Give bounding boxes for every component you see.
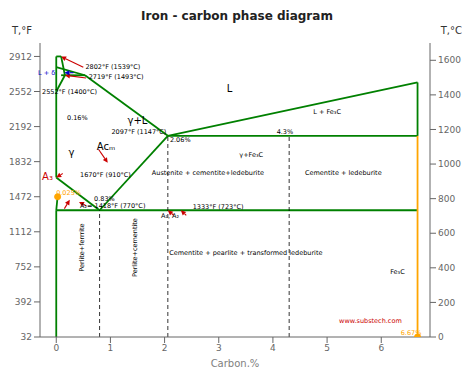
svg-text:L + Fe₃C: L + Fe₃C bbox=[313, 108, 341, 116]
svg-text:4.3%: 4.3% bbox=[277, 128, 294, 136]
svg-text:L + δ: L + δ bbox=[38, 69, 55, 77]
svg-text:Aᴄₘ: Aᴄₘ bbox=[97, 141, 116, 152]
svg-text:2719°F (1493°C): 2719°F (1493°C) bbox=[89, 73, 144, 81]
svg-text:2: 2 bbox=[162, 343, 168, 353]
svg-text:1112: 1112 bbox=[9, 227, 32, 237]
svg-text:1333°F (723°C): 1333°F (723°C) bbox=[193, 203, 244, 211]
svg-text:Perlite+cementite: Perlite+cementite bbox=[131, 218, 139, 277]
svg-text:6: 6 bbox=[378, 343, 384, 353]
svg-text:www.substech.com: www.substech.com bbox=[339, 317, 402, 325]
svg-text:Cementite + ledeburite: Cementite + ledeburite bbox=[305, 169, 382, 177]
svg-text:0: 0 bbox=[53, 343, 59, 353]
svg-text:Perlite+ferrrite: Perlite+ferrrite bbox=[78, 223, 86, 271]
svg-text:32: 32 bbox=[21, 332, 32, 342]
svg-text:0.025%: 0.025% bbox=[56, 189, 81, 197]
svg-text:0.83%: 0.83% bbox=[94, 195, 115, 204]
svg-text:1670°F (910°C): 1670°F (910°C) bbox=[80, 171, 131, 179]
svg-text:1832: 1832 bbox=[9, 157, 32, 167]
svg-text:2552: 2552 bbox=[9, 87, 32, 97]
svg-text:A₁, A₂: A₁, A₂ bbox=[161, 212, 180, 220]
svg-text:A₃: A₃ bbox=[42, 171, 53, 182]
svg-text:1472: 1472 bbox=[9, 192, 32, 202]
svg-text:6.67%: 6.67% bbox=[401, 329, 422, 337]
svg-text:Cementite + pearlite + transfo: Cementite + pearlite + transformed ledeb… bbox=[169, 249, 322, 257]
svg-text:2192: 2192 bbox=[9, 122, 32, 132]
svg-text:γ+Fe₃C: γ+Fe₃C bbox=[239, 151, 263, 159]
svg-text:2802°F (1539°C): 2802°F (1539°C) bbox=[85, 63, 140, 71]
svg-text:4: 4 bbox=[270, 343, 276, 353]
svg-text:Carbon,%: Carbon,% bbox=[211, 358, 260, 367]
svg-text:800: 800 bbox=[438, 194, 455, 204]
svg-text:1600: 1600 bbox=[438, 55, 461, 65]
html-text:T,°C: T,°C bbox=[440, 25, 462, 36]
svg-text:600: 600 bbox=[438, 228, 455, 238]
svg-text:Fe₃C: Fe₃C bbox=[390, 268, 405, 276]
svg-text:Austenite + cementite+ledeburi: Austenite + cementite+ledeburite bbox=[152, 169, 264, 177]
svg-text:400: 400 bbox=[438, 263, 455, 273]
svg-text:1400: 1400 bbox=[438, 90, 461, 100]
svg-text:2552°F (1400°C): 2552°F (1400°C) bbox=[42, 88, 97, 96]
svg-text:A₂= 1418°F (770°C): A₂= 1418°F (770°C) bbox=[80, 202, 145, 210]
svg-text:2097°F (1147°C): 2097°F (1147°C) bbox=[111, 128, 166, 136]
svg-text:2.06%: 2.06% bbox=[170, 136, 191, 144]
svg-text:200: 200 bbox=[438, 298, 455, 308]
html-text:T,°F: T,°F bbox=[12, 25, 32, 36]
svg-text:3: 3 bbox=[216, 343, 222, 353]
svg-text:1: 1 bbox=[108, 343, 114, 353]
svg-text:752: 752 bbox=[15, 262, 32, 272]
svg-text:392: 392 bbox=[15, 297, 32, 307]
svg-text:1200: 1200 bbox=[438, 125, 461, 135]
svg-text:1000: 1000 bbox=[438, 159, 461, 169]
svg-text:γ: γ bbox=[68, 147, 74, 158]
svg-text:γ+L: γ+L bbox=[128, 115, 148, 126]
svg-text:0: 0 bbox=[438, 332, 444, 342]
svg-text:2912: 2912 bbox=[9, 52, 32, 62]
html-text:Iron - carbon phase diagram: Iron - carbon phase diagram bbox=[141, 9, 333, 23]
svg-text:5: 5 bbox=[324, 343, 330, 353]
svg-text:L: L bbox=[227, 83, 233, 94]
svg-text:0.16%: 0.16% bbox=[67, 114, 88, 122]
